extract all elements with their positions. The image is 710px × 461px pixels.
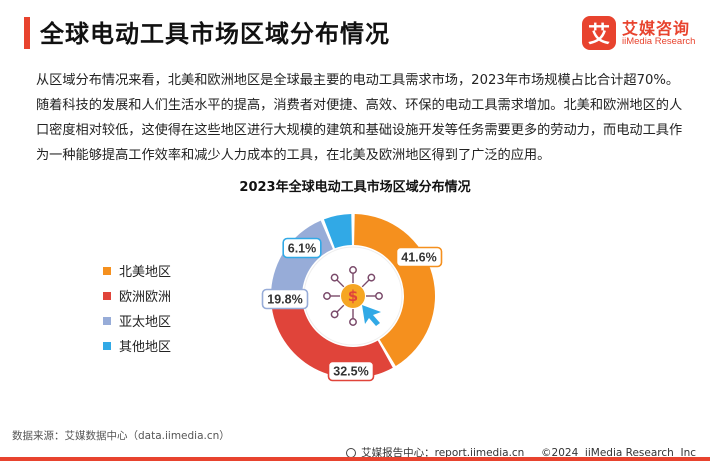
data-source: 数据来源：艾媒数据中心（data.iimedia.cn） xyxy=(12,430,230,442)
data-label-box xyxy=(395,246,443,268)
icon-node xyxy=(349,266,357,274)
legend-label: 其他地区 xyxy=(119,340,172,355)
data-label: 6.1% xyxy=(288,242,317,256)
data-label: 32.5% xyxy=(333,365,368,379)
legend-label: 亚太地区 xyxy=(119,315,172,330)
legend-item: 亚太地区 xyxy=(103,308,171,333)
icon-node xyxy=(375,292,383,300)
icon-node xyxy=(330,273,339,282)
icon-node xyxy=(323,292,331,300)
donut-slice xyxy=(271,299,393,378)
logo-mark-icon: 艾 xyxy=(582,16,616,50)
footer-credits: 艾媒报告中心：report.iimedia.cn ©2024 iiMedia R… xyxy=(346,445,696,460)
cursor-icon xyxy=(362,305,381,326)
legend-swatch xyxy=(103,341,111,350)
chart-title: 2023年全球电动工具市场区域分布情况 xyxy=(239,180,471,195)
footer-credits-text: 艾媒报告中心：report.iimedia.cn ©2024 iiMedia R… xyxy=(361,447,696,459)
donut-slice xyxy=(323,214,352,249)
icon-node xyxy=(349,318,357,326)
body-paragraph: 从区域分布情况来看，北美和欧洲地区是全球最主要的电动工具需求市场，2023年市场… xyxy=(36,73,683,163)
chart-legend: 北美地区 欧洲欧洲 亚太地区 其他地区 xyxy=(103,258,171,358)
data-label-box xyxy=(282,237,322,259)
title-accent-bar xyxy=(24,17,30,49)
page-title: 全球电动工具市场区域分布情况 xyxy=(40,20,390,48)
legend-swatch xyxy=(103,291,111,300)
legend-swatch xyxy=(103,266,111,275)
bottom-accent-stripe xyxy=(0,457,710,461)
dollar-sign-icon: $ xyxy=(348,287,358,305)
legend-item: 其他地区 xyxy=(103,333,171,358)
icon-node xyxy=(367,273,376,282)
report-center-icon xyxy=(346,447,357,458)
data-label-box xyxy=(261,288,309,310)
logo-english-name: iiMedia Research xyxy=(622,36,696,47)
legend-swatch xyxy=(103,316,111,325)
data-label: 41.6% xyxy=(401,251,436,265)
legend-item: 欧洲欧洲 xyxy=(103,283,171,308)
coin-icon xyxy=(341,284,365,308)
legend-item: 北美地区 xyxy=(103,258,171,283)
data-label: 19.8% xyxy=(267,293,302,307)
legend-label: 欧洲欧洲 xyxy=(119,290,172,305)
data-label-box xyxy=(327,360,375,382)
dollar-network-icon: $ xyxy=(323,266,383,326)
legend-label: 北美地区 xyxy=(119,265,172,280)
logo-chinese-name: 艾媒咨询 xyxy=(622,19,691,38)
iimedia-logo: 艾 艾媒咨询 iiMedia Research xyxy=(582,14,702,54)
icon-node xyxy=(330,310,339,319)
